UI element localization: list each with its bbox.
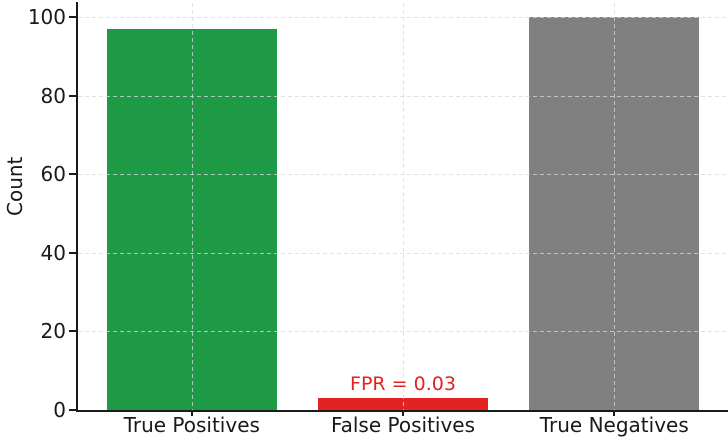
y-tick-label: 0	[53, 398, 66, 422]
x-tick-label-false-positives: False Positives	[330, 413, 476, 437]
x-axis-line	[76, 410, 728, 412]
y-tick-mark	[69, 94, 77, 97]
y-tick-label: 60	[40, 162, 66, 187]
y-tick-mark	[69, 409, 77, 411]
y-axis-line	[76, 2, 78, 412]
gridline-vertical	[614, 3, 616, 410]
y-tick-mark	[69, 16, 77, 18]
y-tick-mark	[69, 251, 77, 254]
y-tick-mark	[69, 330, 77, 333]
y-tick-label: 80	[40, 83, 66, 108]
y-tick-mark	[69, 173, 77, 176]
x-tick-mark	[190, 412, 193, 416]
y-tick-label: 40	[40, 240, 66, 265]
x-tick-label-true-negatives: True Negatives	[539, 413, 689, 437]
y-tick-label: 100	[27, 5, 66, 29]
x-tick-mark	[402, 412, 404, 416]
x-tick-label-true-positives: True Positives	[123, 413, 260, 437]
fpr-annotation: FPR = 0.03	[350, 373, 456, 396]
y-tick-label: 20	[40, 319, 66, 344]
gridline-vertical	[403, 3, 404, 410]
x-tick-mark	[613, 412, 616, 416]
y-axis-title: Count	[3, 156, 27, 216]
gridline-vertical	[191, 3, 193, 410]
